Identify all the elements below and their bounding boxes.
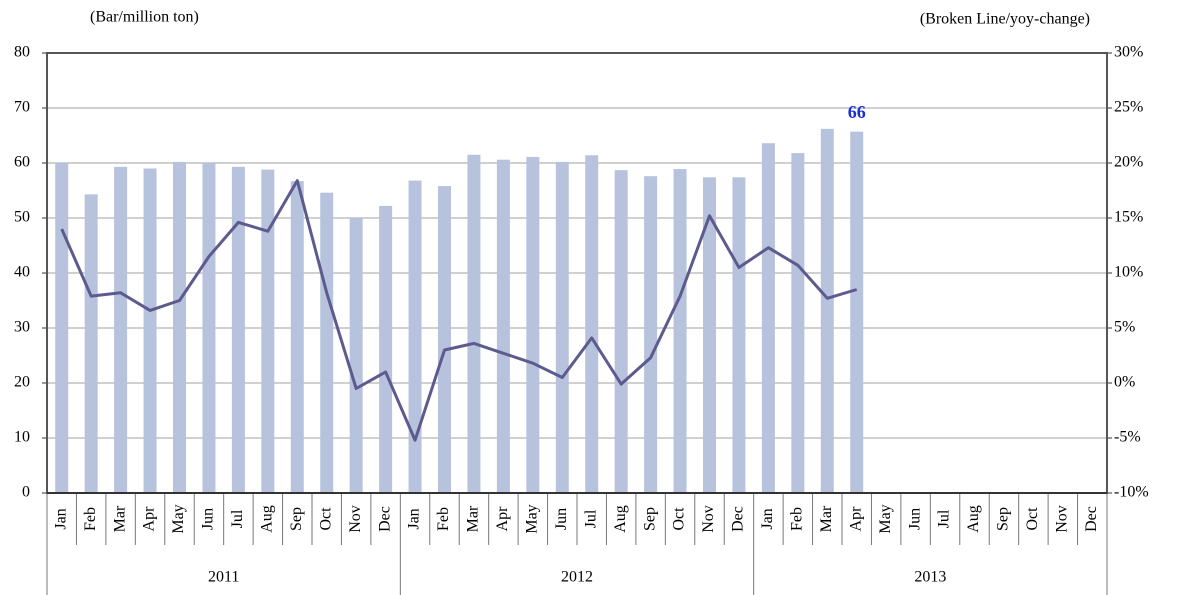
y-tick-label: 80 — [14, 44, 30, 61]
x-tick-label: Sep — [288, 507, 305, 531]
x-tick-label: May — [877, 504, 894, 533]
x-tick-label: Sep — [995, 507, 1012, 531]
y2-tick-label: 15% — [1114, 209, 1143, 226]
year-label: 2011 — [208, 569, 239, 586]
line — [60, 179, 858, 442]
x-tick-label: Nov — [1054, 505, 1071, 533]
x-tick-label: Jul — [936, 509, 953, 528]
y-tick-label: 60 — [14, 154, 30, 171]
x-tick-label: Oct — [317, 507, 334, 531]
x-tick-label: Jan — [406, 508, 423, 529]
x-tick-label: Dec — [730, 506, 747, 532]
bar — [850, 131, 864, 493]
x-tick-label: May — [524, 504, 541, 533]
bar — [673, 169, 687, 494]
x-tick-label: Aug — [612, 505, 629, 533]
x-tick-label: Dec — [1083, 506, 1100, 532]
bar — [231, 166, 245, 493]
x-tick-label: Jan — [52, 508, 69, 529]
x-tick-label: Sep — [641, 507, 658, 531]
bar — [791, 153, 805, 493]
bar — [820, 128, 834, 493]
bar — [143, 168, 157, 493]
bar — [703, 177, 716, 494]
bar — [526, 156, 540, 493]
y2-tick-label: 30% — [1114, 44, 1143, 61]
x-tick-label: Oct — [1024, 507, 1041, 531]
x-tick-label: Jul — [229, 509, 246, 528]
bar — [408, 180, 422, 493]
y-tick-label: 10 — [14, 429, 30, 446]
y-tick-label: 0 — [22, 484, 30, 501]
x-tick-label: Feb — [82, 507, 99, 531]
bar — [202, 163, 216, 493]
year-label: 2012 — [561, 569, 593, 586]
y2-tick-label: 25% — [1114, 99, 1143, 116]
x-tick-label: Feb — [435, 507, 452, 531]
x-tick-label: Oct — [671, 507, 688, 531]
bar — [173, 161, 186, 493]
y-tick-label: 40 — [14, 264, 30, 281]
bar — [84, 194, 98, 493]
x-tick-label: Mar — [465, 505, 482, 532]
x-tick-label: Jun — [906, 508, 923, 530]
y2-axis-label: (Broken Line/yoy-change) — [920, 11, 1090, 28]
x-tick-label: Aug — [965, 505, 982, 533]
bar — [320, 192, 334, 493]
y-tick-label: 30 — [14, 319, 30, 336]
bar — [290, 181, 304, 493]
bar — [438, 186, 451, 493]
y-tick-label: 50 — [14, 209, 30, 226]
x-tick-label: Mar — [818, 505, 835, 532]
bar — [467, 154, 481, 493]
year-label: 2013 — [914, 569, 946, 586]
x-tick-label: Jun — [553, 508, 570, 530]
y2-tick-label: 0% — [1114, 374, 1135, 391]
x-tick-label: Apr — [494, 506, 511, 532]
y2-tick-label: 5% — [1114, 319, 1135, 336]
y-tick-label: 70 — [14, 99, 30, 116]
y2-tick-label: 10% — [1114, 264, 1143, 281]
x-tick-label: Apr — [847, 506, 864, 532]
bar — [614, 170, 628, 493]
bar — [585, 155, 599, 494]
x-tick-label: Nov — [700, 505, 717, 533]
x-tick-label: Jun — [200, 508, 217, 530]
x-tick-label: Feb — [789, 507, 806, 531]
y-axis-label: (Bar/million ton) — [90, 9, 199, 26]
x-tick-label: Jan — [759, 508, 776, 529]
x-tick-label: Aug — [259, 505, 276, 533]
x-tick-label: Apr — [141, 506, 158, 532]
x-tick-label: Nov — [347, 505, 364, 533]
y2-tick-label: -5% — [1114, 429, 1141, 446]
x-tick-label: May — [170, 504, 187, 533]
bar — [349, 218, 363, 493]
x-tick-label: Mar — [111, 505, 128, 532]
y2-tick-label: 20% — [1114, 154, 1143, 171]
bar — [55, 163, 69, 493]
bar — [496, 159, 510, 493]
y-tick-label: 20 — [14, 374, 30, 391]
bar — [761, 143, 775, 493]
y2-tick-label: -10% — [1114, 484, 1149, 501]
bar — [555, 161, 569, 493]
x-tick-label: Dec — [376, 506, 393, 532]
bar — [261, 169, 275, 493]
bar — [379, 205, 393, 493]
value-label: 66 — [848, 102, 866, 122]
bar — [114, 166, 128, 493]
bar — [732, 177, 746, 494]
x-tick-label: Jul — [582, 509, 599, 528]
bar — [644, 176, 658, 493]
